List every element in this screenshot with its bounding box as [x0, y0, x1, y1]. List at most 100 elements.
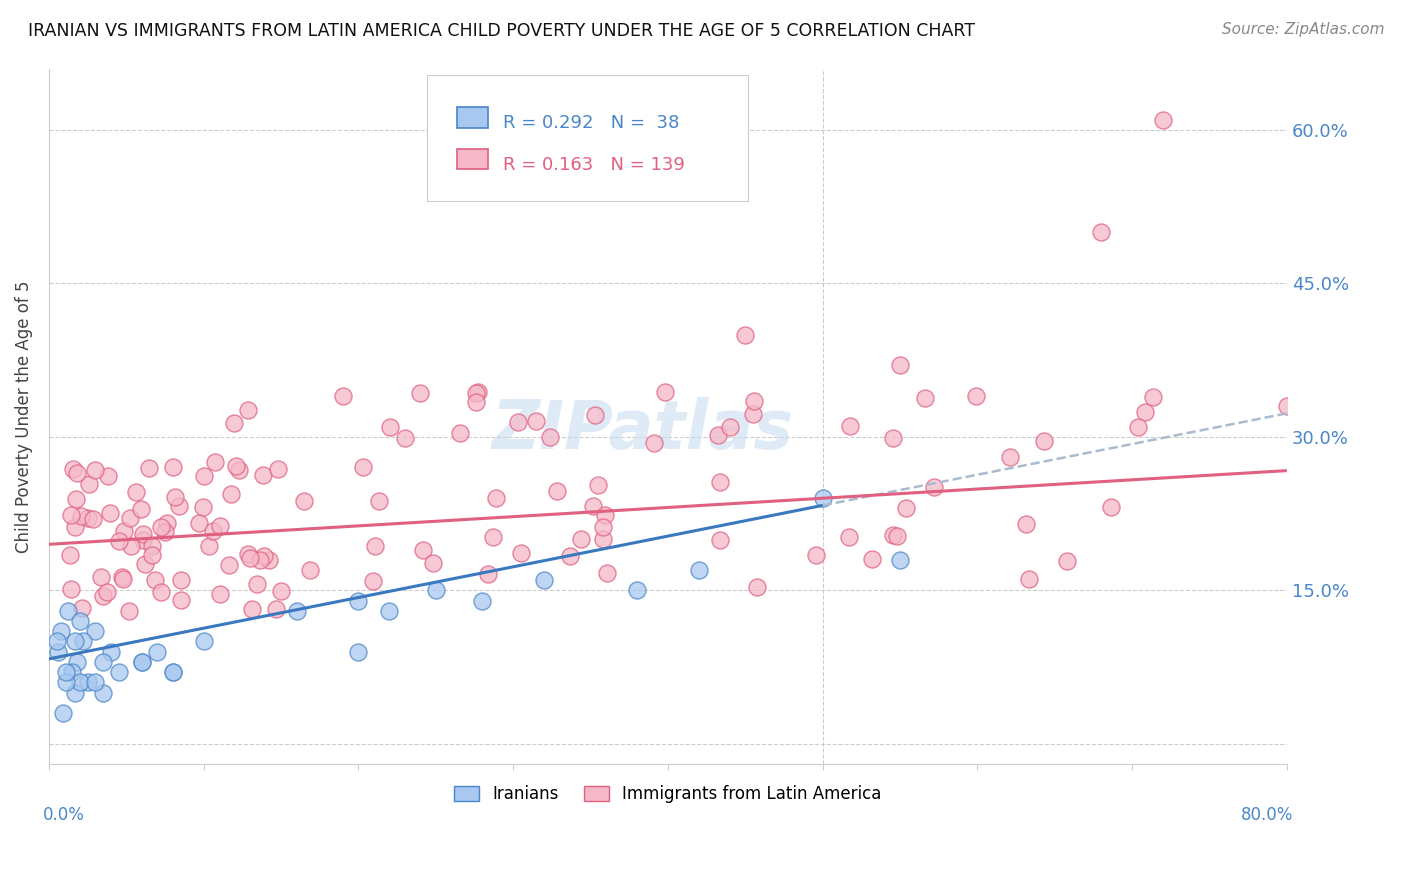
Point: [709, 533, 731, 547]
Point: [583, 408, 606, 422]
Point: [69, 675, 91, 690]
Point: [56, 604, 79, 618]
Point: [894, 500, 917, 515]
Point: [914, 391, 936, 405]
Point: [839, 418, 862, 433]
Point: [347, 645, 370, 659]
Point: [129, 501, 152, 516]
Point: [238, 402, 260, 417]
Point: [218, 558, 240, 573]
Text: R = 0.292   N =  38: R = 0.292 N = 38: [503, 114, 679, 133]
Point: [120, 511, 142, 525]
Point: [197, 539, 219, 553]
Point: [582, 500, 605, 514]
Point: [1142, 390, 1164, 404]
Point: [193, 468, 215, 483]
Point: [378, 604, 401, 618]
Point: [153, 524, 176, 539]
Point: [409, 385, 432, 400]
Point: [588, 478, 610, 492]
Point: [65, 634, 87, 648]
Text: 0.0%: 0.0%: [42, 806, 84, 824]
Point: [922, 480, 945, 494]
Point: [77, 510, 100, 524]
Point: [76, 675, 98, 690]
Point: [811, 491, 834, 506]
Point: [249, 553, 271, 567]
Text: Source: ZipAtlas.com: Source: ZipAtlas.com: [1222, 22, 1385, 37]
Point: [1018, 573, 1040, 587]
Point: [1033, 434, 1056, 449]
Point: [132, 533, 155, 548]
Point: [45, 634, 67, 648]
Point: [592, 533, 614, 547]
Point: [253, 549, 276, 563]
Point: [146, 645, 169, 659]
Point: [91, 589, 114, 603]
Point: [72, 634, 94, 648]
Point: [170, 592, 193, 607]
Point: [193, 634, 215, 648]
Point: [125, 484, 148, 499]
Point: [107, 534, 129, 549]
FancyBboxPatch shape: [426, 76, 748, 201]
Point: [246, 577, 269, 591]
Point: [52, 706, 75, 720]
Point: [569, 532, 592, 546]
Point: [412, 542, 434, 557]
FancyBboxPatch shape: [457, 149, 488, 169]
Point: [464, 385, 486, 400]
Point: [643, 436, 665, 450]
Point: [882, 528, 904, 542]
Point: [240, 602, 263, 616]
Point: [225, 459, 247, 474]
Point: [485, 491, 508, 505]
Point: [221, 486, 243, 500]
Point: [465, 394, 488, 409]
Point: [118, 603, 141, 617]
Point: [170, 573, 193, 587]
Point: [84, 624, 107, 639]
Point: [1015, 517, 1038, 532]
Point: [718, 419, 741, 434]
Point: [66, 466, 89, 480]
Point: [806, 548, 828, 562]
Point: [886, 529, 908, 543]
Point: [209, 519, 232, 533]
Point: [188, 516, 211, 530]
Point: [224, 416, 246, 430]
Point: [70, 509, 93, 524]
Point: [352, 459, 374, 474]
Legend: Iranians, Immigrants from Latin America: Iranians, Immigrants from Latin America: [446, 777, 890, 812]
Point: [97, 469, 120, 483]
Point: [1275, 399, 1298, 413]
Point: [509, 545, 531, 559]
Point: [132, 527, 155, 541]
Point: [131, 655, 153, 669]
Point: [1133, 405, 1156, 419]
Text: IRANIAN VS IMMIGRANTS FROM LATIN AMERICA CHILD POVERTY UNDER THE AGE OF 5 CORREL: IRANIAN VS IMMIGRANTS FROM LATIN AMERICA…: [28, 22, 976, 40]
Point: [889, 358, 911, 372]
Point: [91, 686, 114, 700]
Point: [538, 430, 561, 444]
Point: [368, 494, 391, 508]
Point: [239, 550, 262, 565]
Point: [257, 553, 280, 567]
Point: [62, 462, 84, 476]
Point: [46, 645, 69, 659]
Point: [592, 519, 614, 533]
Point: [654, 385, 676, 400]
Point: [593, 508, 616, 522]
Point: [238, 547, 260, 561]
Point: [347, 593, 370, 607]
Point: [1056, 554, 1078, 568]
Point: [141, 539, 163, 553]
Point: [65, 492, 87, 507]
Point: [156, 516, 179, 531]
Point: [709, 475, 731, 490]
Point: [745, 580, 768, 594]
Point: [533, 573, 555, 587]
Point: [1099, 500, 1122, 514]
Point: [734, 327, 756, 342]
Point: [558, 549, 581, 563]
